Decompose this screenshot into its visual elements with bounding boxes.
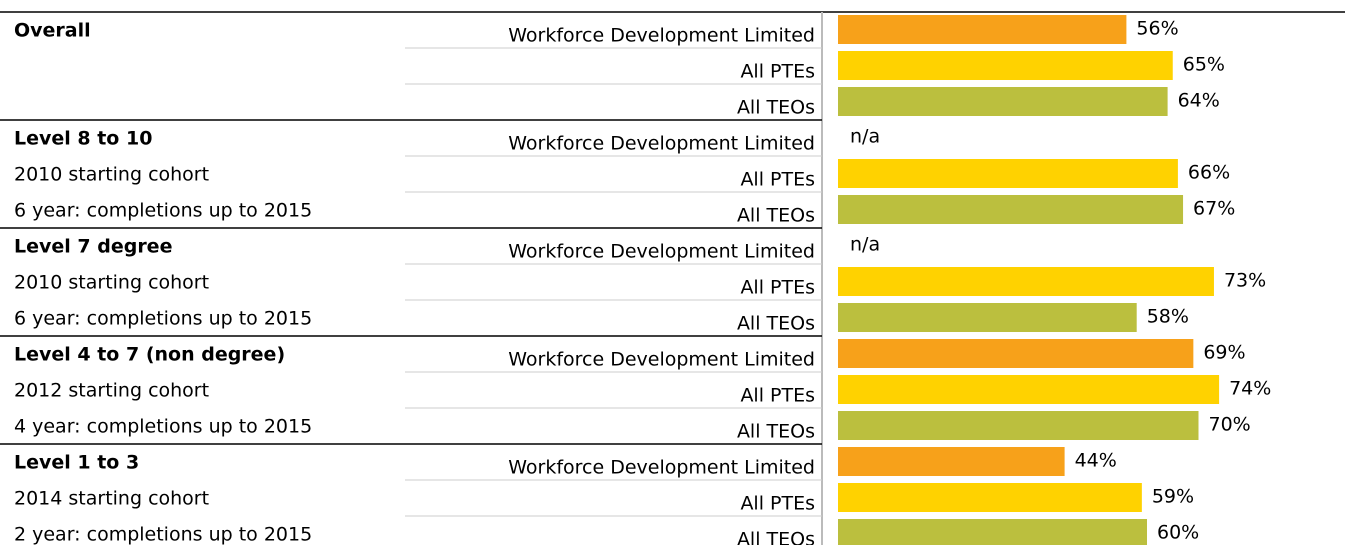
series-label: All TEOs — [737, 97, 815, 119]
bar — [838, 447, 1065, 476]
value-label: 70% — [1209, 414, 1251, 436]
series-label: All TEOs — [737, 421, 815, 443]
group-title: Level 7 degree — [14, 236, 172, 258]
series-label: Workforce Development Limited — [508, 241, 815, 263]
value-label: 59% — [1152, 486, 1194, 508]
group-note: 2010 starting cohort — [14, 272, 209, 294]
group-note: 2 year: completions up to 2015 — [14, 524, 312, 545]
group-note: 4 year: completions up to 2015 — [14, 416, 312, 438]
bar — [838, 51, 1173, 80]
bar — [838, 483, 1142, 512]
series-label: All PTEs — [740, 61, 815, 83]
bar — [838, 303, 1137, 332]
bar — [838, 267, 1214, 296]
group-title: Level 1 to 3 — [14, 452, 139, 474]
value-label: 64% — [1178, 90, 1220, 112]
value-label: 74% — [1229, 378, 1271, 400]
bar — [838, 411, 1199, 440]
value-label: 56% — [1136, 18, 1178, 40]
group-note: 6 year: completions up to 2015 — [14, 200, 312, 222]
bar — [838, 519, 1147, 545]
series-label: Workforce Development Limited — [508, 133, 815, 155]
value-label: 67% — [1193, 198, 1235, 220]
bar — [838, 195, 1184, 224]
group-note: 2012 starting cohort — [14, 380, 209, 402]
series-label: Workforce Development Limited — [508, 349, 815, 371]
value-label: 66% — [1188, 162, 1230, 184]
bar — [838, 375, 1220, 404]
group-title: Level 4 to 7 (non degree) — [14, 344, 285, 366]
value-label: 60% — [1157, 522, 1199, 544]
bar — [838, 159, 1178, 188]
series-label: Workforce Development Limited — [508, 457, 815, 479]
group-note: 6 year: completions up to 2015 — [14, 308, 312, 330]
series-label: Workforce Development Limited — [508, 25, 815, 47]
series-label: All TEOs — [737, 529, 815, 545]
value-label: 73% — [1224, 270, 1266, 292]
group-note: 2010 starting cohort — [14, 164, 209, 186]
value-label: 65% — [1183, 54, 1225, 76]
bar — [838, 15, 1127, 44]
series-label: All PTEs — [740, 277, 815, 299]
bar — [838, 339, 1194, 368]
value-label: 44% — [1075, 450, 1117, 472]
value-label: n/a — [850, 234, 880, 256]
group-title: Level 8 to 10 — [14, 128, 152, 150]
bar — [838, 87, 1168, 116]
group-note: 2014 starting cohort — [14, 488, 209, 510]
series-label: All PTEs — [740, 493, 815, 515]
series-label: All TEOs — [737, 313, 815, 335]
series-label: All TEOs — [737, 205, 815, 227]
value-label: 58% — [1147, 306, 1189, 328]
value-label: 69% — [1203, 342, 1245, 364]
group-title: Overall — [14, 20, 91, 42]
value-label: n/a — [850, 126, 880, 148]
series-label: All PTEs — [740, 385, 815, 407]
series-label: All PTEs — [740, 169, 815, 191]
